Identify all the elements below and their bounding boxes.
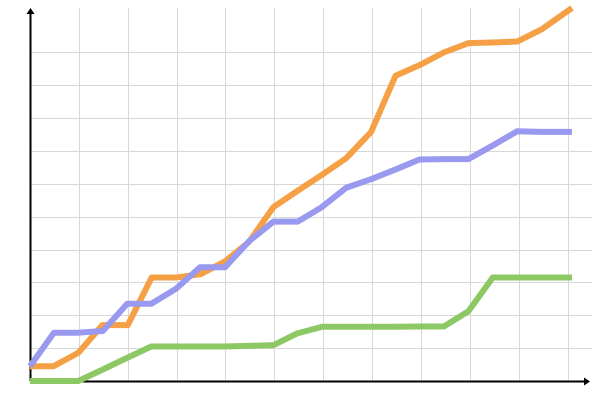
- chart-series-group: [27, 5, 574, 384]
- x-axis-arrow-icon: [584, 377, 590, 386]
- y-axis-arrow-icon: [26, 8, 35, 14]
- horizontal-gridlines: [30, 52, 592, 349]
- series-line-green-series: [30, 274, 572, 384]
- series-line-orange-series: [30, 5, 574, 370]
- series-line-purple-series: [27, 128, 572, 368]
- chart-axes: [26, 8, 590, 386]
- vertical-gridlines: [30, 8, 569, 381]
